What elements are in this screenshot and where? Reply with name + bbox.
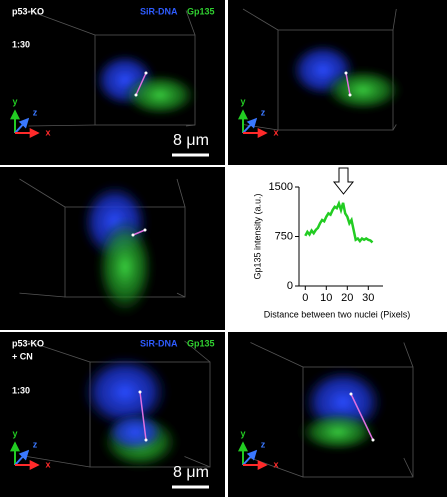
panel-label: 1:30	[12, 385, 30, 395]
micrograph-panel: y zx	[228, 332, 447, 497]
nucleus-marker	[349, 392, 353, 396]
cell-signal	[95, 217, 155, 317]
box-edge	[242, 8, 279, 31]
nucleus-marker	[144, 71, 148, 75]
x-axis-title: Distance between two nuclei (Pixels)	[264, 309, 411, 319]
nucleus-marker	[143, 228, 147, 232]
y-tick-label: 1500	[269, 181, 293, 193]
axis-arrow	[242, 117, 258, 134]
scale-bar-label: 8 μm	[173, 464, 209, 481]
box-edge	[403, 342, 414, 368]
legend-dna: SiR-DNA	[140, 338, 178, 348]
axis-label: x	[273, 459, 278, 469]
axis-label: z	[261, 439, 266, 449]
axis-label: y	[240, 96, 245, 106]
axis-arrow	[14, 449, 30, 466]
box-edge	[28, 10, 96, 36]
cell-signal	[298, 412, 378, 452]
axis-label: y	[240, 428, 245, 438]
nucleus-marker	[344, 71, 348, 75]
axis-label: x	[45, 127, 50, 137]
legend-gp135: Gp135	[187, 338, 215, 348]
nucleus-marker	[144, 438, 148, 442]
y-axis-title: Gp135 intensity (a.u.)	[252, 193, 262, 279]
nuclei-distance-line	[135, 72, 147, 96]
nucleus-marker	[371, 438, 375, 442]
axis-label: z	[33, 107, 38, 117]
x-tick-label: 0	[302, 292, 308, 304]
axis-label: z	[261, 107, 266, 117]
axis-label: y	[12, 96, 17, 106]
micrograph-panel: y zx	[228, 0, 447, 165]
nucleus-marker	[138, 390, 142, 394]
box-edge	[184, 456, 211, 468]
x-tick-label: 30	[362, 292, 374, 304]
nuclei-distance-line	[345, 72, 351, 96]
x-tick-label: 10	[320, 292, 332, 304]
y-tick-label: 0	[287, 280, 293, 292]
box-edge	[403, 457, 414, 478]
panel-label: 1:30	[12, 39, 30, 49]
box-edge	[392, 8, 397, 31]
panel-label: p53-KO	[12, 6, 44, 16]
cell-signal	[323, 68, 403, 112]
box-edge	[392, 124, 397, 131]
box-edge	[176, 178, 186, 208]
box-edge	[184, 340, 211, 363]
nuclei-distance-line	[139, 391, 147, 441]
micrograph-panel: p53-KO 1:30 SiR-DNA Gp135 8 μm y zx	[0, 0, 225, 165]
nuclei-distance-line	[132, 229, 146, 236]
panel-label: + CN	[12, 351, 33, 361]
y-tick-label: 750	[275, 230, 293, 242]
nucleus-marker	[348, 93, 352, 97]
peak-arrow	[332, 167, 355, 195]
box-edge	[250, 342, 304, 368]
nucleus-marker	[131, 233, 135, 237]
cell-signal	[122, 73, 198, 117]
axis-label: y	[12, 428, 17, 438]
box-edge	[185, 124, 196, 127]
box-edge	[28, 124, 96, 127]
axis-arrow	[14, 117, 30, 134]
box-outline	[302, 366, 414, 478]
micrograph-panel: p53-KO + CN 1:30 SiR-DNA Gp135 8 μm y zx	[0, 332, 225, 497]
axis-label: x	[45, 459, 50, 469]
box-edge	[19, 178, 66, 208]
axis-label: z	[33, 439, 38, 449]
legend-dna: SiR-DNA	[140, 6, 178, 16]
box-edge	[26, 340, 91, 363]
nuclei-distance-line	[350, 393, 374, 441]
axis-arrow	[242, 449, 258, 466]
scale-bar-label: 8 μm	[173, 132, 209, 149]
axis-label: x	[273, 127, 278, 137]
box-edge	[26, 456, 91, 468]
legend-gp135: Gp135	[187, 6, 215, 16]
data-line	[304, 200, 374, 244]
cell-signal	[80, 354, 170, 430]
panel-label: p53-KO	[12, 338, 44, 348]
box-edge	[19, 292, 66, 298]
micrograph-panel: xyz	[0, 167, 225, 385]
box-edge	[176, 292, 186, 298]
x-tick-label: 20	[341, 292, 353, 304]
nucleus-marker	[134, 93, 138, 97]
box-edge	[185, 10, 196, 36]
cell-signal	[105, 412, 165, 452]
